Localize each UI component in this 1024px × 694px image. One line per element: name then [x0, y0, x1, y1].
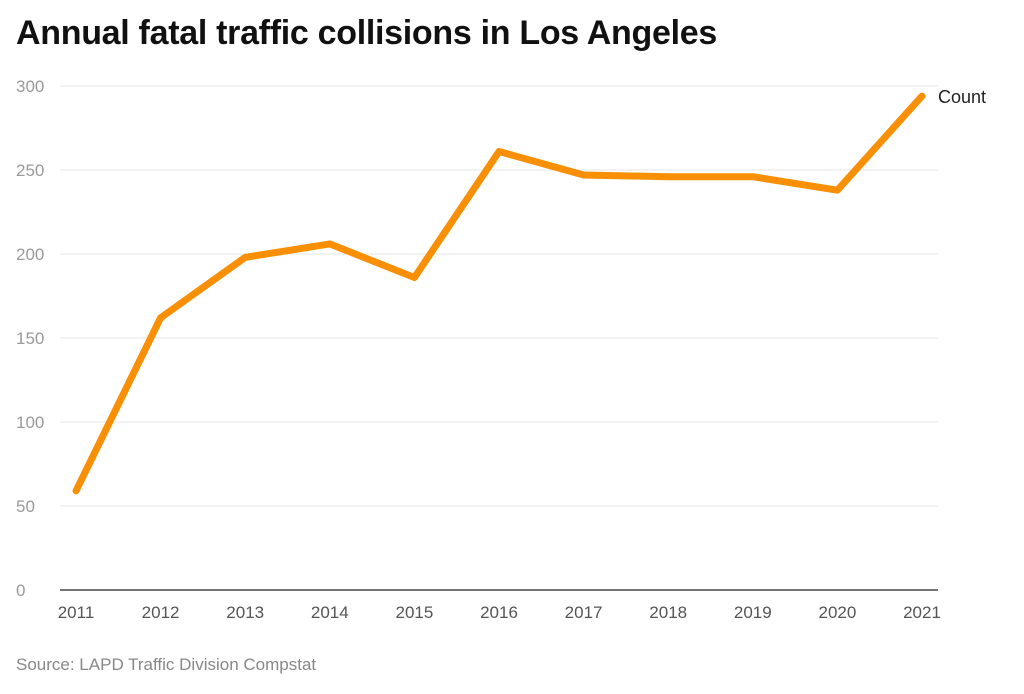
x-tick-label: 2018 [649, 603, 687, 622]
y-tick-label: 250 [16, 161, 44, 180]
y-tick-label: 100 [16, 413, 44, 432]
y-tick-label: 50 [16, 497, 35, 516]
x-tick-label: 2021 [903, 603, 941, 622]
x-tick-label: 2017 [565, 603, 603, 622]
gridlines [60, 85, 938, 507]
x-tick-label: 2016 [480, 603, 518, 622]
y-tick-label: 300 [16, 77, 44, 96]
y-axis: 0 50 100 150 200 250 300 [16, 77, 44, 600]
x-tick-label: 2012 [142, 603, 180, 622]
y-tick-label: 150 [16, 329, 44, 348]
x-tick-label: 2020 [818, 603, 856, 622]
source-note: Source: LAPD Traffic Division Compstat [16, 655, 317, 674]
x-tick-label: 2013 [226, 603, 264, 622]
series-layer: Count [72, 87, 986, 495]
y-tick-label: 200 [16, 245, 44, 264]
y-tick-label: 0 [16, 581, 25, 600]
x-tick-label: 2019 [734, 603, 772, 622]
series-label: Count [938, 87, 986, 107]
chart-title: Annual fatal traffic collisions in Los A… [16, 14, 717, 52]
x-tick-label: 2011 [58, 603, 95, 622]
x-axis: 2011 2012 2013 2014 2015 2016 2017 2018 2019 2020… [58, 589, 941, 622]
series-line [72, 92, 926, 495]
x-tick-label: 2015 [395, 603, 433, 622]
x-tick-label: 2014 [311, 603, 349, 622]
